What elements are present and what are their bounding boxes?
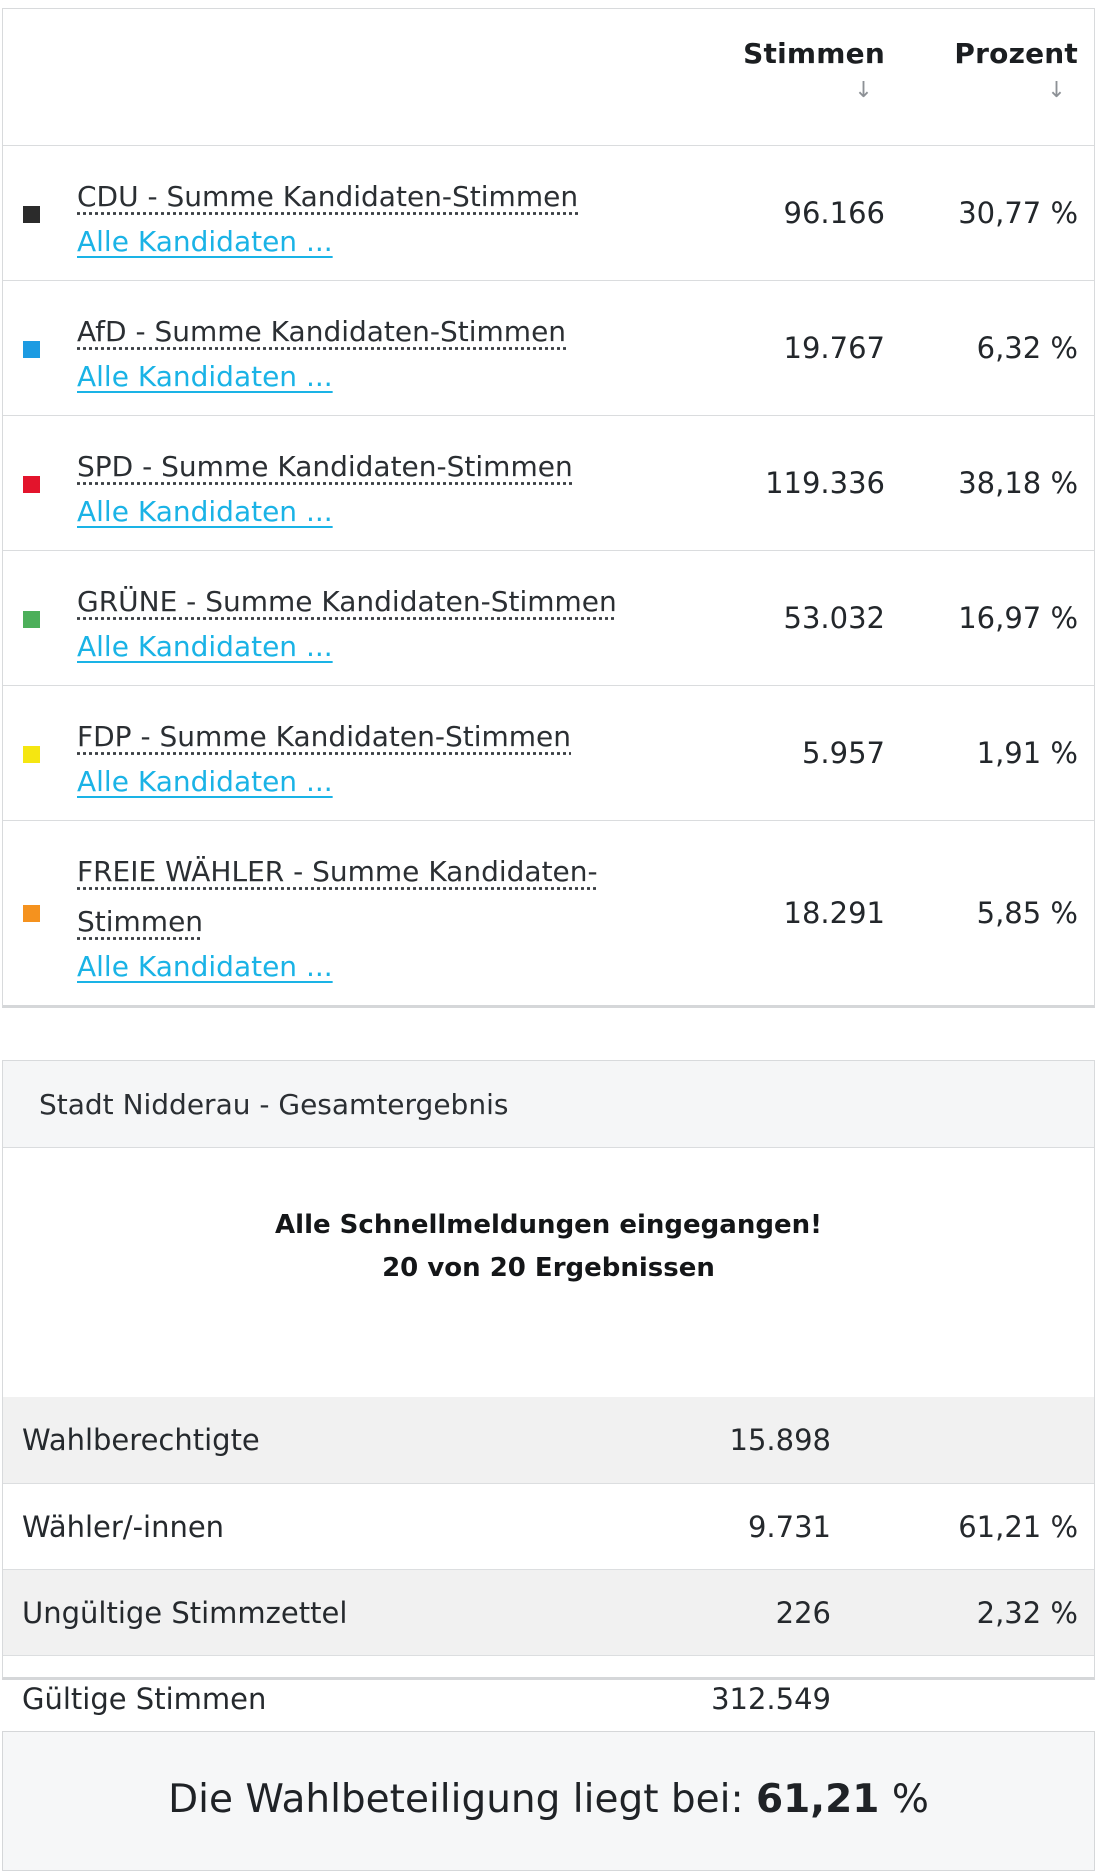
stat-value: 9.731: [747, 1510, 831, 1544]
stat-row-valid-votes: Gültige Stimmen 312.549: [3, 1655, 1094, 1741]
turnout-banner: Die Wahlbeteiligung liegt bei: 61,21 %: [2, 1731, 1095, 1871]
party-row-spd: SPD - Summe Kandidaten-Stimmen Alle Kand…: [3, 416, 1094, 551]
all-candidates-link[interactable]: Alle Kandidaten ...: [77, 495, 333, 528]
overall-result-title: Stadt Nidderau - Gesamtergebnis: [3, 1061, 1094, 1148]
party-votes: 19.767: [783, 331, 885, 365]
table-header-row: Stimmen ↓ Prozent ↓: [3, 9, 1094, 146]
party-votes: 5.957: [801, 736, 885, 770]
party-name: AfD - Summe Kandidaten-Stimmen: [77, 315, 567, 348]
stat-row-voters: Wähler/-innen 9.731 61,21 %: [3, 1483, 1094, 1569]
reporting-status-line2: 20 von 20 Ergebnissen: [382, 1253, 715, 1283]
party-row-gruene: GRÜNE - Summe Kandidaten-Stimmen Alle Ka…: [3, 551, 1094, 686]
party-color-swatch: [23, 341, 40, 358]
party-results-table: Stimmen ↓ Prozent ↓ CDU - Summe Kandidat…: [2, 8, 1095, 1008]
party-name: FDP - Summe Kandidaten-Stimmen: [77, 720, 572, 753]
column-header-votes[interactable]: Stimmen ↓: [743, 37, 885, 103]
party-name: SPD - Summe Kandidaten-Stimmen: [77, 450, 573, 483]
stat-value: 312.549: [711, 1682, 831, 1716]
sort-arrow-down-icon[interactable]: ↓: [854, 78, 873, 103]
party-percent: 1,91 %: [976, 736, 1078, 770]
party-percent: 5,85 %: [976, 896, 1078, 930]
stats-table: Wahlberechtigte 15.898 Wähler/-innen 9.7…: [3, 1397, 1094, 1741]
party-percent: 6,32 %: [976, 331, 1078, 365]
party-percent: 16,97 %: [958, 601, 1078, 635]
party-votes: 18.291: [783, 896, 885, 930]
turnout-value: 61,21: [756, 1777, 880, 1822]
stat-label: Gültige Stimmen: [22, 1682, 267, 1716]
stat-label: Wahlberechtigte: [22, 1423, 260, 1457]
party-percent: 30,77 %: [958, 196, 1078, 230]
party-name: GRÜNE - Summe Kandidaten-Stimmen: [77, 585, 617, 618]
party-row-afd: AfD - Summe Kandidaten-Stimmen Alle Kand…: [3, 281, 1094, 416]
party-percent: 38,18 %: [958, 466, 1078, 500]
party-color-swatch: [23, 611, 40, 628]
stat-row-invalid-ballots: Ungültige Stimmzettel 226 2,32 %: [3, 1569, 1094, 1655]
party-color-swatch: [23, 476, 40, 493]
party-name: CDU - Summe Kandidaten-Stimmen: [77, 180, 579, 213]
all-candidates-link[interactable]: Alle Kandidaten ...: [77, 950, 333, 983]
all-candidates-link[interactable]: Alle Kandidaten ...: [77, 225, 333, 258]
party-votes: 119.336: [765, 466, 885, 500]
party-row-freie-waehler: FREIE WÄHLER - Summe Kandidaten-Stimmen …: [3, 821, 1094, 1006]
stat-row-eligible-voters: Wahlberechtigte 15.898: [3, 1397, 1094, 1483]
reporting-status-line1: Alle Schnellmeldungen eingegangen!: [275, 1210, 822, 1240]
stat-label: Ungültige Stimmzettel: [22, 1596, 348, 1630]
reporting-status: Alle Schnellmeldungen eingegangen! 20 vo…: [3, 1148, 1094, 1397]
sort-arrow-down-icon[interactable]: ↓: [1047, 78, 1066, 103]
column-header-percent-label: Prozent: [954, 37, 1078, 70]
stat-value: 15.898: [729, 1423, 831, 1457]
stat-percent: 2,32 %: [976, 1596, 1078, 1630]
stat-label: Wähler/-innen: [22, 1510, 225, 1544]
column-header-percent[interactable]: Prozent ↓: [954, 37, 1078, 103]
all-candidates-link[interactable]: Alle Kandidaten ...: [77, 630, 333, 663]
party-name: FREIE WÄHLER - Summe Kandidaten-Stimmen: [77, 855, 598, 938]
party-row-cdu: CDU - Summe Kandidaten-Stimmen Alle Kand…: [3, 146, 1094, 281]
party-votes: 96.166: [783, 196, 885, 230]
stat-percent: 61,21 %: [958, 1510, 1078, 1544]
stat-value: 226: [775, 1596, 831, 1630]
turnout-unit: %: [891, 1777, 929, 1822]
column-header-votes-label: Stimmen: [743, 37, 885, 70]
all-candidates-link[interactable]: Alle Kandidaten ...: [77, 765, 333, 798]
party-color-swatch: [23, 206, 40, 223]
party-votes: 53.032: [783, 601, 885, 635]
all-candidates-link[interactable]: Alle Kandidaten ...: [77, 360, 333, 393]
overall-result-card: Stadt Nidderau - Gesamtergebnis Alle Sch…: [2, 1060, 1095, 1716]
turnout-prefix: Die Wahlbeteiligung liegt bei:: [168, 1777, 744, 1822]
party-color-swatch: [23, 905, 40, 922]
party-color-swatch: [23, 746, 40, 763]
party-row-fdp: FDP - Summe Kandidaten-Stimmen Alle Kand…: [3, 686, 1094, 821]
